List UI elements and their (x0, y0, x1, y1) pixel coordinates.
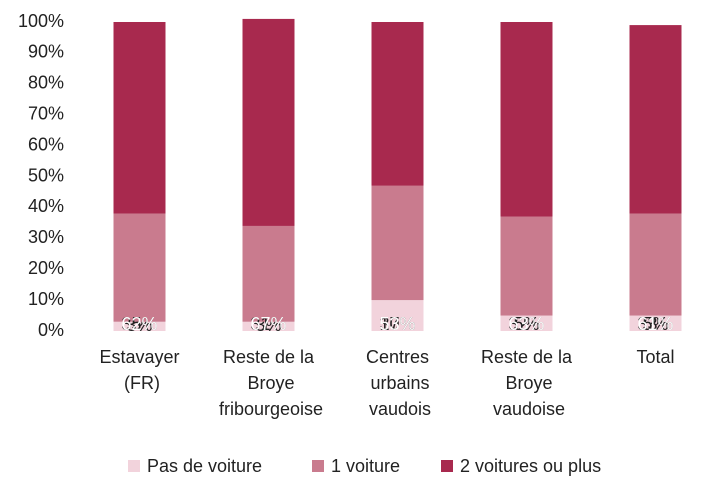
bar-segment (371, 185, 424, 301)
data-label: 32% (508, 314, 544, 334)
legend-swatch (441, 460, 453, 472)
data-label: 37% (379, 314, 415, 334)
bar-segment (242, 18, 295, 226)
data-label: 62% (121, 314, 157, 334)
legend-label: 2 voitures ou plus (460, 456, 601, 476)
x-tick-label: Estavayer (FR) (99, 347, 179, 393)
x-tick-label: Reste de la Broye vaudoise (481, 347, 573, 419)
x-tick-label: Centres urbains vaudois (364, 347, 431, 419)
y-tick-label: 60% (28, 134, 64, 154)
bar-segment (242, 321, 295, 331)
data-label: 5% (513, 314, 539, 334)
y-tick-label: 20% (28, 258, 64, 278)
bar-segment (113, 22, 166, 214)
legend-swatch (312, 460, 324, 472)
data-label: 61% (637, 314, 673, 334)
y-tick-label: 70% (28, 103, 64, 123)
y-tick-label: 10% (28, 289, 64, 309)
bar-segment (629, 213, 682, 316)
y-tick-label: 40% (28, 196, 64, 216)
bar-segment (371, 300, 424, 331)
bar-segment (113, 213, 166, 322)
y-tick-label: 80% (28, 73, 64, 93)
bar-segment (113, 321, 166, 331)
bar-segment (500, 315, 553, 331)
y-tick-label: 50% (28, 165, 64, 185)
data-label: 35% (121, 314, 157, 334)
bar-segment (629, 315, 682, 331)
data-label: 53% (379, 314, 415, 334)
bar-segment (500, 216, 553, 316)
legend-swatch (128, 460, 140, 472)
y-tick-label: 0% (38, 320, 64, 340)
data-label: 33% (637, 314, 673, 334)
y-tick-label: 90% (28, 42, 64, 62)
y-tick-label: 100% (18, 11, 64, 31)
bar-segment (500, 22, 553, 217)
y-tick-label: 30% (28, 227, 64, 247)
data-label: 67% (250, 314, 286, 334)
legend-label: 1 voiture (331, 456, 400, 476)
data-label: 10% (379, 314, 415, 334)
x-tick-label: Total (636, 347, 674, 367)
legend-label: Pas de voiture (147, 456, 262, 476)
bar-segment (242, 225, 295, 322)
x-tick-label: Reste de la Broye fribourgeoise (214, 347, 323, 419)
data-label: 63% (508, 314, 544, 334)
bar-segment (371, 22, 424, 186)
data-label: 31% (250, 314, 286, 334)
bar-segment (629, 25, 682, 214)
data-label: 5% (642, 314, 668, 334)
